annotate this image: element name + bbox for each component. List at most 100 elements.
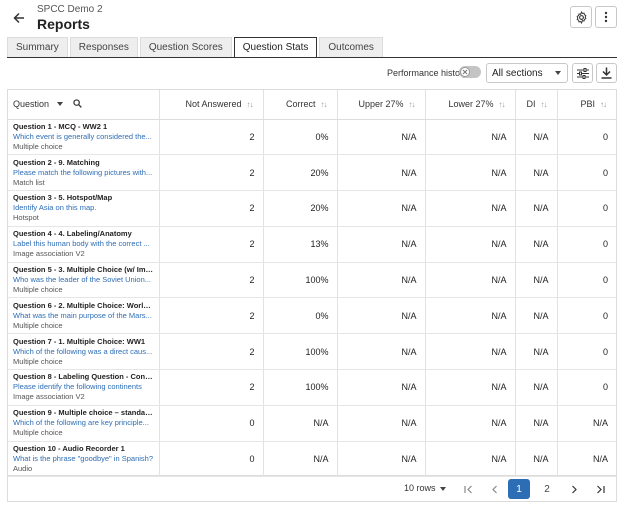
column-header-question[interactable]: Question bbox=[8, 90, 160, 120]
x-icon bbox=[462, 69, 468, 75]
pbi-cell: 0 bbox=[557, 154, 616, 192]
column-header-lower-27[interactable]: Lower 27% ↑↓ bbox=[425, 90, 516, 120]
question-type: Match list bbox=[13, 177, 45, 187]
tab-question-stats[interactable]: Question Stats bbox=[233, 37, 318, 58]
lower-27-cell: N/A bbox=[425, 297, 516, 335]
correct-cell: N/A bbox=[263, 441, 338, 478]
column-header-label: Lower 27% bbox=[448, 99, 494, 110]
chevron-down-icon[interactable] bbox=[56, 102, 63, 107]
question-stats-table: Question Not Answered ↑↓ Correct ↑↓ Upper … bbox=[7, 89, 617, 478]
performance-history-toggle[interactable] bbox=[459, 66, 481, 78]
correct-cell: 100% bbox=[263, 369, 338, 406]
column-header-label: DI bbox=[526, 99, 536, 110]
pbi-cell: 0 bbox=[557, 119, 616, 156]
first-page-button[interactable] bbox=[460, 479, 476, 499]
question-text-link[interactable]: Which of the following are key principle… bbox=[13, 418, 149, 428]
question-title: Question 10 - Audio Recorder 1 bbox=[13, 444, 125, 454]
sort-arrows-icon[interactable]: ↑↓ bbox=[408, 100, 416, 110]
di-cell: N/A bbox=[515, 190, 558, 227]
not-answered-cell: 2 bbox=[159, 154, 264, 192]
question-cell: Question 6 - 2. Multiple Choice: World W… bbox=[8, 297, 160, 335]
upper-27-cell: N/A bbox=[337, 119, 426, 156]
previous-page-button[interactable] bbox=[486, 479, 502, 499]
rows-per-page-value: 10 rows bbox=[404, 483, 436, 493]
search-icon[interactable] bbox=[73, 99, 82, 110]
question-type: Image association V2 bbox=[13, 392, 85, 402]
page-1-button[interactable]: 1 bbox=[508, 479, 530, 499]
question-text-link[interactable]: Label this human body with the correct .… bbox=[13, 239, 150, 249]
last-page-button[interactable] bbox=[592, 479, 608, 499]
table-row: Question 1 - MCQ - WW2 1 Which event is … bbox=[8, 119, 616, 156]
gear-icon bbox=[576, 10, 586, 24]
more-options-button[interactable] bbox=[595, 6, 617, 28]
sort-arrows-icon[interactable]: ↑↓ bbox=[246, 100, 254, 110]
page-2-button[interactable]: 2 bbox=[544, 483, 550, 495]
pbi-cell: 0 bbox=[557, 262, 616, 299]
question-title: Question 5 - 3. Multiple Choice (w/ Imag… bbox=[13, 265, 155, 275]
correct-cell: 0% bbox=[263, 297, 338, 335]
rows-per-page-select[interactable]: 10 rows bbox=[404, 483, 446, 493]
question-cell: Question 5 - 3. Multiple Choice (w/ Imag… bbox=[8, 262, 160, 299]
tab-summary[interactable]: Summary bbox=[7, 37, 68, 57]
column-header-pbi[interactable]: PBI ↑↓ bbox=[557, 90, 616, 120]
not-answered-cell: 2 bbox=[159, 333, 264, 371]
not-answered-cell: 0 bbox=[159, 441, 264, 478]
tabs-divider bbox=[7, 57, 617, 58]
question-text-link[interactable]: Which of the following was a direct caus… bbox=[13, 346, 153, 356]
next-page-button[interactable] bbox=[566, 479, 582, 499]
column-header-di[interactable]: DI ↑↓ bbox=[515, 90, 558, 120]
question-cell: Question 10 - Audio Recorder 1 What is t… bbox=[8, 441, 160, 478]
sort-arrows-icon[interactable]: ↑↓ bbox=[600, 100, 607, 110]
pbi-cell: N/A bbox=[557, 405, 616, 442]
lower-27-cell: N/A bbox=[425, 190, 516, 227]
tab-responses[interactable]: Responses bbox=[69, 37, 138, 57]
column-header-label: Correct bbox=[285, 99, 316, 110]
column-header-correct[interactable]: Correct ↑↓ bbox=[263, 90, 338, 120]
lower-27-cell: N/A bbox=[425, 369, 516, 406]
correct-cell: 100% bbox=[263, 333, 338, 371]
question-cell: Question 1 - MCQ - WW2 1 Which event is … bbox=[8, 119, 160, 156]
upper-27-cell: N/A bbox=[337, 369, 426, 406]
column-header-upper-27[interactable]: Upper 27% ↑↓ bbox=[337, 90, 426, 120]
question-title: Question 3 - 5. Hotspot/Map bbox=[13, 193, 113, 203]
settings-button[interactable] bbox=[570, 6, 592, 28]
column-header-not-answered[interactable]: Not Answered ↑↓ bbox=[159, 90, 264, 120]
question-title: Question 1 - MCQ - WW2 1 bbox=[13, 121, 108, 131]
lower-27-cell: N/A bbox=[425, 262, 516, 299]
not-answered-cell: 0 bbox=[159, 405, 264, 442]
question-cell: Question 9 - Multiple choice – standard … bbox=[8, 405, 160, 442]
question-type: Multiple choice bbox=[13, 428, 63, 438]
question-text-link[interactable]: Please identify the following continents bbox=[13, 382, 142, 392]
question-text-link[interactable]: Who was the leader of the Soviet Union..… bbox=[13, 275, 151, 285]
di-cell: N/A bbox=[515, 154, 558, 192]
di-cell: N/A bbox=[515, 297, 558, 335]
sort-arrows-icon[interactable]: ↑↓ bbox=[498, 100, 506, 110]
upper-27-cell: N/A bbox=[337, 226, 426, 263]
back-button[interactable] bbox=[8, 7, 30, 29]
question-text-link[interactable]: What was the main purpose of the Mars... bbox=[13, 310, 152, 320]
question-text-link[interactable]: What is the phrase "goodbye" in Spanish? bbox=[13, 454, 153, 464]
sort-arrows-icon[interactable]: ↑↓ bbox=[540, 100, 548, 110]
column-header-label: Upper 27% bbox=[358, 99, 404, 110]
sort-arrows-icon[interactable]: ↑↓ bbox=[320, 100, 328, 110]
download-button[interactable] bbox=[596, 63, 617, 83]
tab-question-scores[interactable]: Question Scores bbox=[139, 37, 232, 57]
question-text-link[interactable]: Please match the following pictures with… bbox=[13, 167, 153, 177]
question-text-link[interactable]: Which event is generally considered the.… bbox=[13, 131, 152, 141]
toggle-knob bbox=[460, 67, 470, 77]
di-cell: N/A bbox=[515, 441, 558, 478]
pbi-cell: 0 bbox=[557, 297, 616, 335]
question-title: Question 2 - 9. Matching bbox=[13, 157, 100, 167]
column-settings-button[interactable] bbox=[572, 63, 593, 83]
not-answered-cell: 2 bbox=[159, 369, 264, 406]
table-row: Question 4 - 4. Labeling/Anatomy Label t… bbox=[8, 226, 616, 263]
question-cell: Question 7 - 1. Multiple Choice: WW1 Whi… bbox=[8, 333, 160, 371]
upper-27-cell: N/A bbox=[337, 405, 426, 442]
sections-select[interactable]: All sections bbox=[486, 63, 568, 83]
chevron-right-icon bbox=[571, 485, 577, 493]
question-text-link[interactable]: Identify Asia on this map. bbox=[13, 203, 97, 213]
tab-outcomes[interactable]: Outcomes bbox=[319, 37, 383, 57]
not-answered-cell: 2 bbox=[159, 190, 264, 227]
pbi-cell: 0 bbox=[557, 190, 616, 227]
table-row: Question 3 - 5. Hotspot/Map Identify Asi… bbox=[8, 190, 616, 227]
